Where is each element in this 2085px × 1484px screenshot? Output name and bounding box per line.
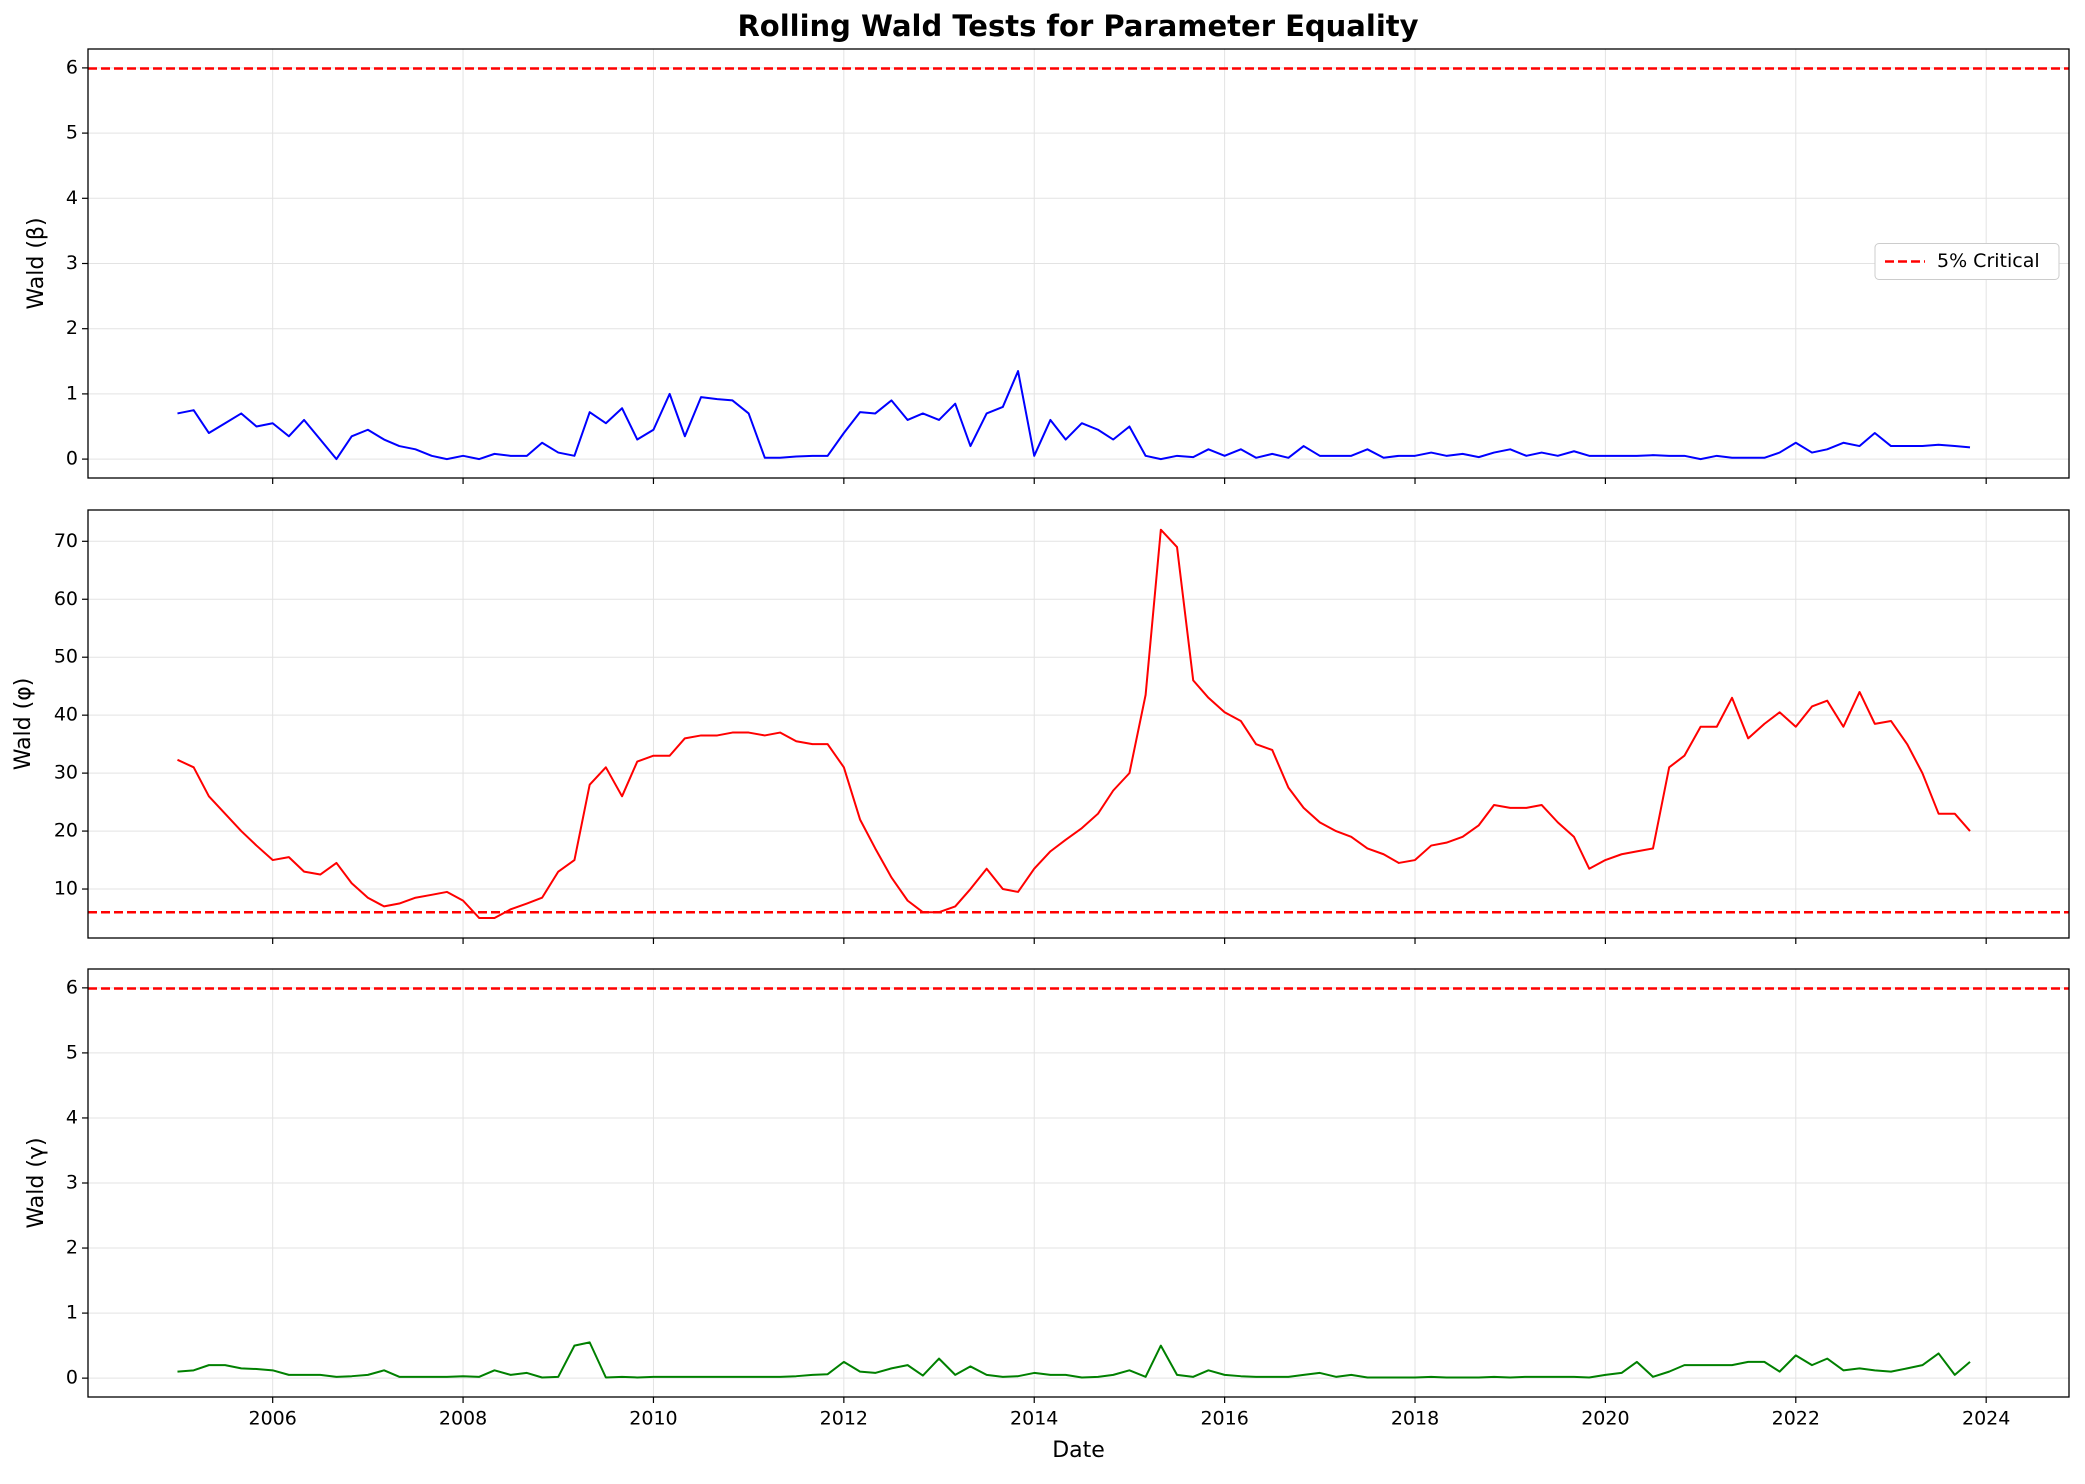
y-tick-label: 6 xyxy=(66,56,78,78)
data-line xyxy=(177,528,1971,920)
axes-frame xyxy=(87,968,2070,1398)
y-tick-label: 5 xyxy=(66,1041,78,1063)
data-line xyxy=(177,370,1971,461)
y-tick-label: 30 xyxy=(54,762,78,784)
y-tick-label: 4 xyxy=(66,187,78,209)
x-axis-label: Date xyxy=(1052,1438,1105,1463)
y-tick-label: 10 xyxy=(54,878,78,900)
axes-frame xyxy=(87,509,2070,939)
y-tick-label: 5 xyxy=(66,122,78,144)
x-tick-label: 2014 xyxy=(1010,1408,1058,1430)
x-tick-label: 2008 xyxy=(439,1408,487,1430)
x-tick-label: 2010 xyxy=(629,1408,677,1430)
legend-box xyxy=(1874,243,2060,280)
y-tick-label: 6 xyxy=(66,976,78,998)
x-tick-label: 2018 xyxy=(1391,1408,1439,1430)
y-tick-label: 0 xyxy=(66,448,78,470)
axes-frame xyxy=(87,48,2070,479)
y-tick-label: 60 xyxy=(54,588,78,610)
y-tick-label: 50 xyxy=(54,646,78,668)
legend: 5% Critical xyxy=(1874,243,2060,280)
y-tick-label: 70 xyxy=(54,530,78,552)
y-tick-label: 40 xyxy=(54,704,78,726)
y-tick-label: 4 xyxy=(66,1106,78,1128)
subplot: 2006 2008 2010 2012 2014 2016 2018 2020 2022 2024… xyxy=(24,968,2070,1463)
y-axis-label: Wald (γ) xyxy=(24,1137,49,1228)
legend-label: 5% Critical xyxy=(1937,250,2040,272)
y-tick-label: 0 xyxy=(66,1367,78,1389)
subplot: 10 20 30 40 50 60 70 Wald (φ) xyxy=(11,509,2070,944)
y-tick-label: 20 xyxy=(54,820,78,842)
data-line xyxy=(177,1341,1971,1379)
y-tick-label: 2 xyxy=(66,1237,78,1259)
y-tick-label: 2 xyxy=(66,317,78,339)
y-axis-label: Wald (φ) xyxy=(11,678,36,771)
x-tick-label: 2020 xyxy=(1581,1408,1629,1430)
y-axis-label: Wald (β) xyxy=(24,217,49,309)
x-tick-label: 2024 xyxy=(1962,1408,2010,1430)
x-tick-label: 2022 xyxy=(1772,1408,1820,1430)
x-tick-label: 2016 xyxy=(1200,1408,1248,1430)
y-tick-label: 1 xyxy=(66,1302,78,1324)
y-tick-label: 3 xyxy=(66,252,78,274)
chart-title: Rolling Wald Tests for Parameter Equalit… xyxy=(737,9,1418,43)
y-tick-label: 3 xyxy=(66,1172,78,1194)
subplot: 0 1 2 3 4 5 6 Wald (β) 5% Critical xyxy=(24,48,2070,484)
x-tick-label: 2006 xyxy=(248,1408,296,1430)
x-tick-label: 2012 xyxy=(820,1408,868,1430)
y-tick-label: 1 xyxy=(66,382,78,404)
